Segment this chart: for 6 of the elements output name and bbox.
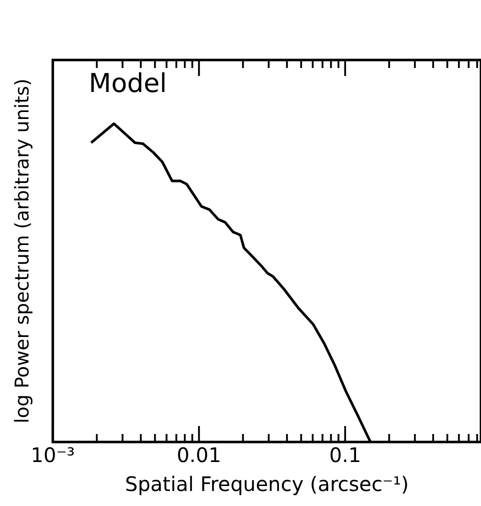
y-axis-title: log Power spectrum (arbitrary units) — [11, 78, 34, 424]
x-tick-label: 0.01 — [176, 443, 222, 468]
x-tick-label: 0.1 — [329, 443, 362, 468]
x-tick-label: 10⁻³ — [30, 443, 75, 468]
x-axis-title: Spatial Frequency (arcsec⁻¹) — [124, 472, 409, 496]
text: Model — [88, 68, 167, 99]
